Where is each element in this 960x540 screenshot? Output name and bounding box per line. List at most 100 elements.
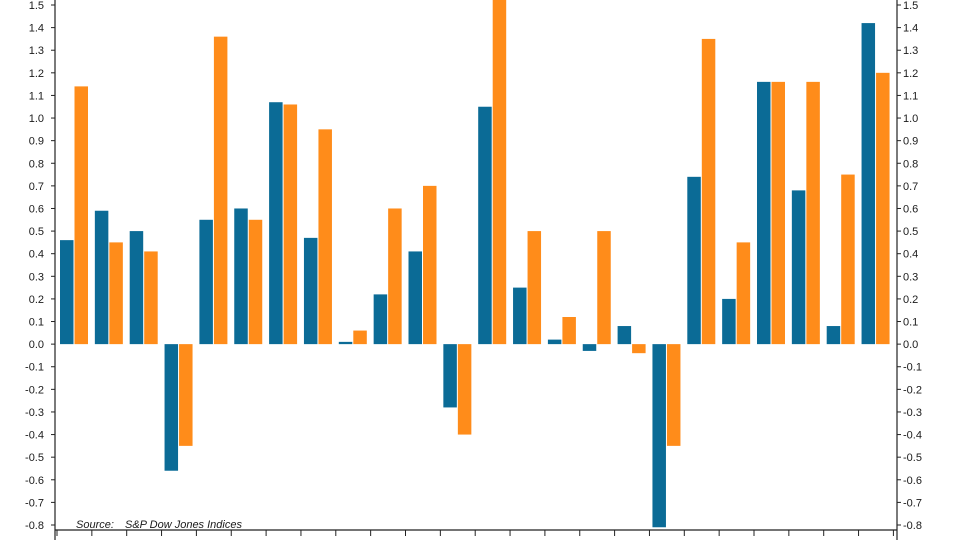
bar-series1-18: [652, 344, 666, 528]
bar-series1-3: [129, 231, 144, 345]
bar-series2-9: [353, 330, 367, 345]
right-y-tick-label: 0.3: [903, 271, 918, 283]
bar-series1-7: [269, 102, 283, 345]
bar-series1-6: [234, 208, 248, 345]
bar-series2-11: [423, 185, 437, 345]
right-y-tick-label: 0.7: [903, 181, 918, 193]
left-y-tick-label: -0.1: [25, 362, 44, 374]
right-y-tick-label: 0.2: [903, 294, 918, 306]
bar-series2-1: [74, 86, 88, 345]
bar-series1-13: [478, 106, 492, 345]
left-y-tick-label: -0.3: [25, 407, 44, 419]
right-y-tick-label: -0.4: [903, 430, 922, 442]
bar-series1-17: [617, 326, 632, 345]
left-y-tick-label: -0.5: [25, 452, 44, 464]
bar-series2-3: [144, 251, 158, 345]
bar-series2-6: [248, 219, 263, 345]
bar-series1-20: [722, 298, 736, 345]
left-y-tick-label: 1.4: [29, 23, 44, 35]
bar-series2-23: [841, 174, 855, 345]
left-y-tick-label: 0.1: [29, 317, 44, 329]
right-y-tick-label: 1.0: [903, 113, 918, 125]
left-y-tick-label: -0.6: [25, 475, 44, 487]
bar-series2-10: [388, 208, 402, 345]
bar-series2-12: [457, 344, 472, 435]
left-y-tick-label: 1.0: [29, 113, 44, 125]
left-y-tick-label: 0.3: [29, 271, 44, 283]
right-y-tick-label: 0.4: [903, 249, 918, 261]
left-y-tick-label: -0.7: [25, 497, 44, 509]
bar-series2-5: [213, 36, 228, 345]
bar-series2-21: [771, 81, 785, 345]
bar-series2-4: [179, 344, 193, 446]
right-y-axis: 1.5 1.4 1.3 1.2 1.1 1.0 0.9 0.8 0.7 0.6 0.5 0.4 0.3 0…: [897, 0, 922, 532]
right-y-tick-label: 1.1: [903, 90, 918, 102]
right-y-tick-label: 1.5: [903, 0, 918, 12]
left-y-tick-label: -0.8: [25, 520, 44, 532]
left-y-tick-label: -0.4: [25, 430, 44, 442]
bar-series2-13: [492, 0, 507, 345]
bar-series2-8: [318, 129, 332, 345]
bar-series1-15: [547, 339, 562, 345]
bar-series1-1: [60, 240, 74, 345]
bar-series1-9: [338, 341, 353, 345]
source-text: S&P Dow Jones Indices: [125, 519, 242, 531]
bar-series2-15: [562, 317, 576, 345]
bar-series1-22: [791, 190, 806, 345]
left-y-tick-label: 1.2: [29, 68, 44, 80]
right-y-tick-label: 0.9: [903, 136, 918, 148]
bar-series1-5: [199, 219, 213, 345]
bar-series1-16: [582, 344, 597, 351]
left-y-tick-label: 0.6: [29, 203, 44, 215]
bar-series1-11: [408, 251, 422, 345]
right-y-tick-label: 0.5: [903, 226, 918, 238]
left-y-tick-label: 1.1: [29, 90, 44, 102]
bar-series2-22: [806, 81, 820, 345]
bar-series1-23: [826, 326, 841, 345]
left-y-tick-label: 0.8: [29, 158, 44, 170]
left-y-tick-label: 1.5: [29, 0, 44, 12]
left-y-tick-label: 0.9: [29, 136, 44, 148]
source-note: Source: S&P Dow Jones Indices: [76, 519, 242, 531]
bar-series1-10: [373, 294, 388, 345]
right-y-tick-label: 0.1: [903, 317, 918, 329]
bar-series2-14: [527, 231, 542, 345]
bar-series1-24: [861, 23, 876, 345]
left-y-tick-label: 0.4: [29, 249, 44, 261]
right-y-tick-label: 0.8: [903, 158, 918, 170]
right-y-tick-label: 0.6: [903, 203, 918, 215]
left-y-tick-label: 1.3: [29, 45, 44, 57]
bar-series1-2: [94, 210, 109, 345]
x-axis-ticks: [56, 530, 894, 536]
bar-series1-4: [164, 344, 179, 471]
bar-series2-18: [666, 344, 681, 446]
left-y-tick-label: -0.2: [25, 384, 44, 396]
bar-series2-24: [876, 72, 890, 345]
bar-series2-20: [736, 242, 751, 345]
right-y-tick-label: 0.0: [903, 339, 918, 351]
bar-series1-21: [757, 81, 771, 345]
right-y-tick-label: -0.6: [903, 475, 922, 487]
right-y-tick-label: 1.4: [903, 23, 918, 35]
right-y-tick-label: -0.1: [903, 362, 922, 374]
bar-series2-2: [109, 242, 123, 345]
left-y-axis: 1.5 1.4 1.3 1.2 1.1 1.0 0.9 0.8 0.7 0.6 0.5 0.4 0.3 0…: [25, 0, 55, 532]
bar-series1-19: [687, 176, 701, 345]
right-y-tick-label: -0.8: [903, 520, 922, 532]
bar-series2-17: [632, 344, 646, 354]
right-y-tick-label: 1.3: [903, 45, 918, 57]
bar-series: [60, 0, 890, 528]
right-y-tick-label: -0.5: [903, 452, 922, 464]
plot-frame: [54, 0, 898, 540]
bar-series1-12: [443, 344, 457, 408]
right-y-tick-label: -0.7: [903, 497, 922, 509]
bar-series2-7: [283, 104, 298, 345]
right-y-tick-label: 1.2: [903, 68, 918, 80]
bar-series1-14: [513, 287, 527, 345]
bar-series1-8: [303, 237, 318, 345]
left-y-tick-label: 0.2: [29, 294, 44, 306]
left-y-tick-label: 0.5: [29, 226, 44, 238]
source-label: Source:: [76, 519, 114, 531]
right-y-tick-label: -0.3: [903, 407, 922, 419]
